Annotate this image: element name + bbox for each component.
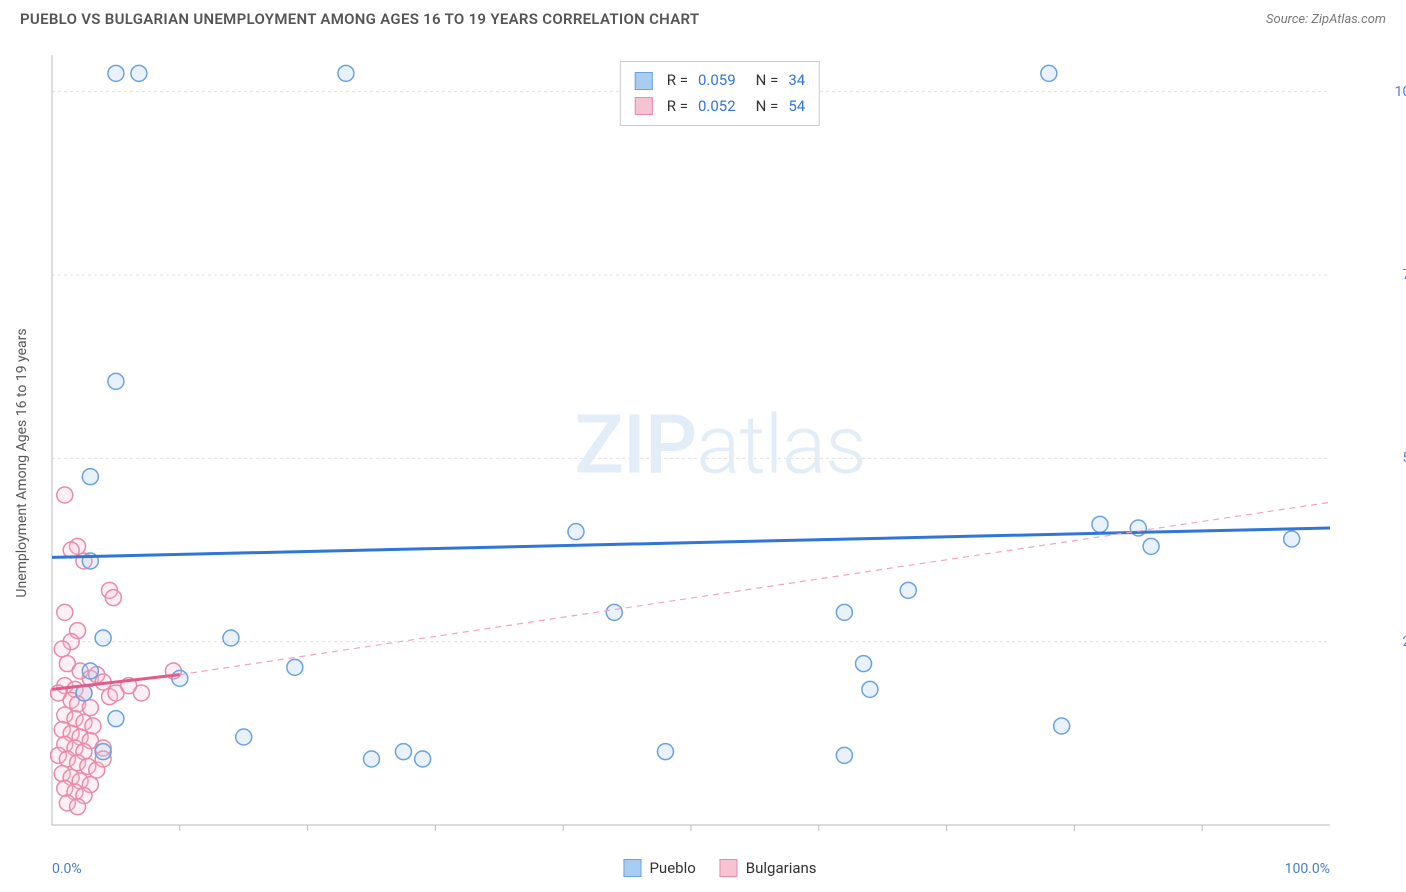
legend-item-bulgarians: Bulgarians [720,859,817,877]
legend-row-pueblo: R = 0.059 N = 34 [635,68,805,94]
x-tick-label: 0.0% [52,861,82,877]
legend-item-pueblo: Pueblo [623,859,695,877]
y-tick-label: 25.0% [1402,634,1406,650]
r-label: R = [667,68,688,94]
legend-label-bulgarians: Bulgarians [746,859,817,877]
chart-area: ZIPatlas Unemployment Among Ages 16 to 1… [50,55,1390,855]
y-tick-label: 100.0% [1395,84,1406,100]
r-value-pueblo: 0.059 [698,68,736,94]
y-tick-label: 50.0% [1402,450,1406,466]
n-value-bulgarians: 54 [788,94,805,120]
chart-title: PUEBLO VS BULGARIAN UNEMPLOYMENT AMONG A… [20,10,699,28]
n-label: N = [756,68,779,94]
legend-row-bulgarians: R = 0.052 N = 54 [635,94,805,120]
header: PUEBLO VS BULGARIAN UNEMPLOYMENT AMONG A… [0,0,1406,34]
legend-series: Pueblo Bulgarians [623,859,816,877]
legend-correlation: R = 0.059 N = 34 R = 0.052 N = 54 [620,61,820,126]
n-label: N = [756,94,779,120]
legend-label-pueblo: Pueblo [649,859,695,877]
r-label: R = [667,94,688,120]
y-tick-label: 75.0% [1402,267,1406,283]
source-label: Source: ZipAtlas.com [1266,12,1386,27]
scatter-plot [50,55,1390,855]
swatch-pueblo [635,72,653,90]
swatch-icon [623,859,641,877]
n-value-pueblo: 34 [788,68,805,94]
y-axis-label: Unemployment Among Ages 16 to 19 years [14,328,30,597]
r-value-bulgarians: 0.052 [698,94,736,120]
swatch-bulgarians [635,97,653,115]
x-tick-label: 100.0% [1285,861,1330,877]
swatch-icon [720,859,738,877]
